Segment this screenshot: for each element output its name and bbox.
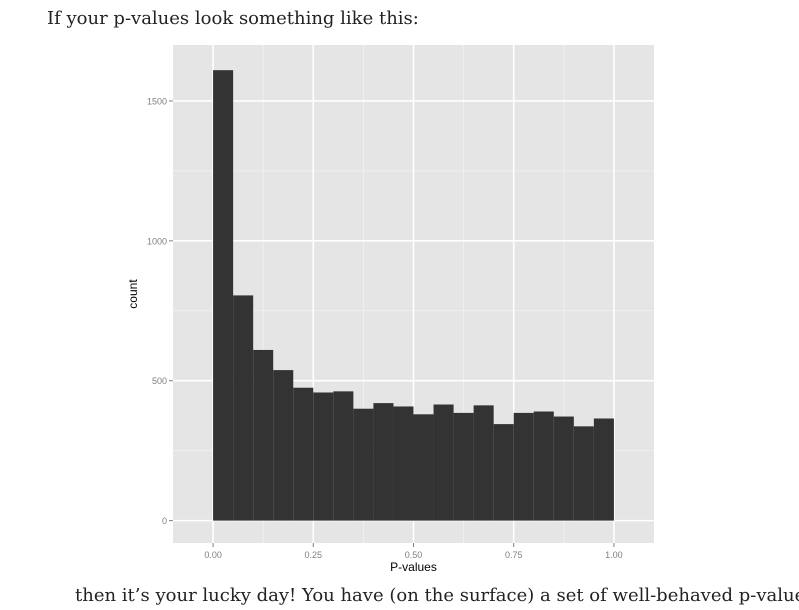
- y-tick-label: 1500: [147, 96, 167, 106]
- histogram-bar: [533, 411, 554, 521]
- x-axis-title: P-values: [390, 560, 437, 574]
- y-axis-ticks: 0 500 1000 1500: [147, 96, 173, 526]
- histogram-bars: [213, 70, 614, 521]
- y-tick-label: 500: [152, 376, 167, 386]
- histogram-bar: [393, 406, 414, 521]
- histogram-bar: [313, 392, 334, 521]
- x-tick-label: 0.50: [405, 550, 423, 560]
- outro-paragraph: then it’s your lucky day! You have (on t…: [75, 585, 799, 606]
- histogram-bar: [293, 387, 314, 521]
- histogram-bar: [593, 418, 614, 521]
- y-axis-title: count: [126, 279, 140, 309]
- histogram-bar: [513, 412, 534, 521]
- histogram-bar: [273, 370, 294, 521]
- x-tick-label: 0.25: [305, 550, 323, 560]
- y-tick-label: 1000: [147, 236, 167, 246]
- histogram-bar: [573, 426, 594, 521]
- histogram-bar: [493, 424, 514, 521]
- histogram-bar: [333, 391, 354, 521]
- histogram-bar: [373, 403, 394, 521]
- histogram-bar: [413, 414, 434, 521]
- histogram-bar: [253, 349, 274, 521]
- histogram-bar: [433, 404, 454, 521]
- intro-paragraph: If your p-values look something like thi…: [47, 8, 419, 29]
- y-tick-label: 0: [162, 516, 167, 526]
- histogram-bar: [553, 416, 574, 521]
- histogram-bar: [473, 405, 494, 521]
- x-axis-ticks: 0.00 0.25 0.50 0.75 1.00: [204, 543, 623, 560]
- p-value-histogram: 0 500 1000 1500 0.00 0.25 0.50 0.75 1.00 P-valu…: [126, 45, 654, 574]
- x-tick-label: 0.75: [505, 550, 523, 560]
- x-tick-label: 1.00: [605, 550, 623, 560]
- histogram-bar: [453, 412, 474, 521]
- histogram-bar: [353, 408, 374, 521]
- histogram-bar: [233, 295, 254, 521]
- x-tick-label: 0.00: [204, 550, 222, 560]
- histogram-bar: [213, 70, 234, 521]
